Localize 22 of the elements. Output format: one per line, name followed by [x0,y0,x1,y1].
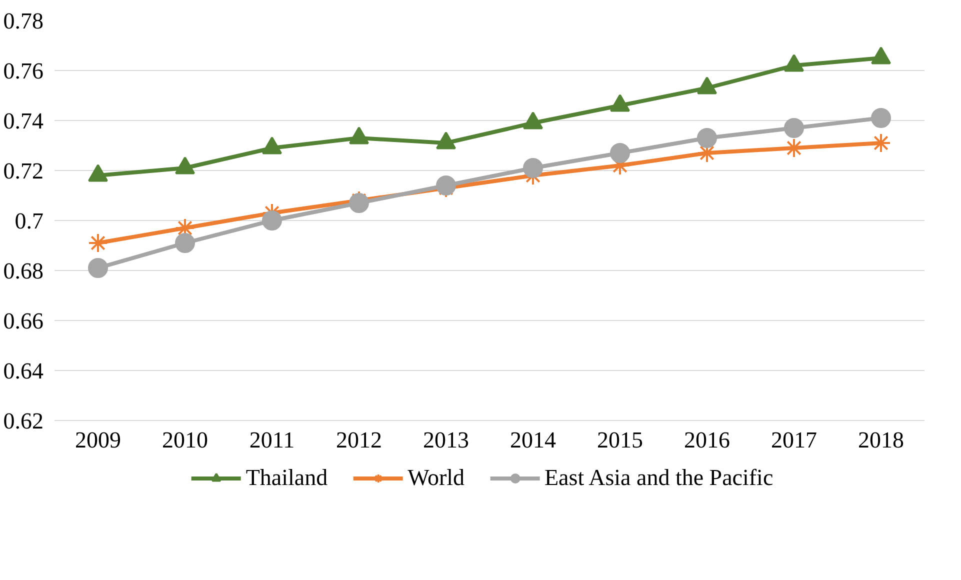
y-tick-label: 0.72 [3,158,44,184]
y-tick-label: 0.78 [3,8,44,34]
y-tick-label: 0.64 [3,358,44,384]
x-tick-label: 2016 [684,428,730,452]
legend-label: Thailand [246,464,328,490]
legend-label: World [408,464,465,490]
y-tick-label: 0.68 [3,258,44,284]
y-tick-label: 0.62 [3,408,44,434]
legend-label: East Asia and the Pacific [544,464,774,490]
y-tick-label: 0.7 [14,208,44,234]
x-tick-label: 2012 [336,428,382,452]
y-tick-label: 0.66 [3,308,44,334]
y-tick-label: 0.76 [3,58,44,84]
y-tick-label: 0.74 [3,108,44,134]
x-tick-label: 2011 [249,428,295,452]
x-tick-label: 2014 [510,428,556,452]
x-tick-label: 2015 [597,428,643,452]
x-tick-label: 2009 [75,428,121,452]
x-tick-label: 2010 [162,428,208,452]
x-tick-label: 2013 [423,428,469,452]
x-tick-label: 2018 [858,428,904,452]
x-tick-label: 2017 [771,428,817,452]
